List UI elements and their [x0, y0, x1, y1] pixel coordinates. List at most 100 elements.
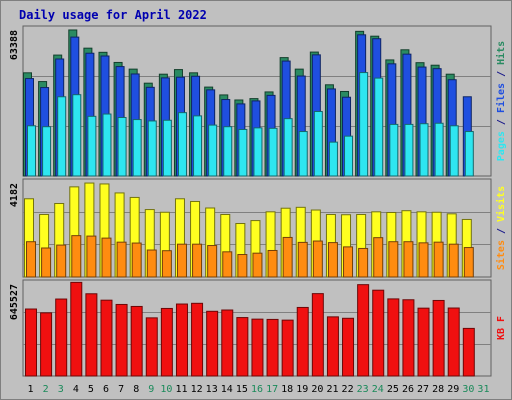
bar-pages [117, 116, 127, 177]
x-tick-label: 4 [73, 384, 79, 395]
bar-sites [86, 235, 97, 278]
bar-kb-f [85, 293, 98, 377]
x-tick-label: 11 [175, 384, 187, 395]
bar-kb-f [191, 302, 204, 377]
bar-kb-f [145, 317, 158, 377]
x-tick-label: 5 [88, 384, 94, 395]
x-tick-label: 24 [372, 384, 384, 395]
y-tick-label: 645527 [9, 284, 20, 320]
y-axis-label: Sites / Visits [495, 186, 507, 270]
bar-pages [253, 127, 263, 177]
bar-sites [101, 237, 112, 278]
bar-pages [102, 113, 112, 177]
bar-sites [237, 254, 248, 278]
bar-pages [374, 77, 384, 177]
bar-sites [56, 244, 67, 278]
x-tick-label: 25 [387, 384, 399, 395]
bar-kb-f [160, 307, 173, 377]
bar-pages [389, 123, 399, 177]
x-tick-label: 15 [236, 384, 248, 395]
x-tick-label: 28 [432, 384, 444, 395]
bar-kb-f [417, 307, 430, 377]
y-tick-label: 4182 [9, 183, 20, 207]
x-tick-label: 9 [148, 384, 154, 395]
bar-sites [312, 240, 323, 278]
x-tick-label: 14 [221, 384, 233, 395]
bar-kb-f [447, 307, 460, 377]
x-tick-label: 22 [342, 384, 354, 395]
bar-pages [419, 123, 429, 177]
y-axis-label: Pages / Files / Hits [495, 41, 507, 161]
bar-kb-f [175, 303, 188, 377]
bar-pages [328, 141, 338, 177]
bar-kb-f [296, 306, 309, 377]
x-tick-label: 19 [296, 384, 308, 395]
bar-pages [57, 96, 67, 177]
bar-kb-f [206, 310, 219, 377]
x-tick-label: 18 [281, 384, 293, 395]
x-tick-label: 1 [28, 384, 34, 395]
bar-sites [131, 242, 142, 278]
bar-pages [177, 112, 187, 177]
x-tick-label: 16 [251, 384, 263, 395]
bar-pages [434, 122, 444, 177]
bar-sites [116, 241, 127, 278]
x-tick-label: 7 [118, 384, 124, 395]
bar-sites [176, 243, 187, 278]
x-tick-label: 17 [266, 384, 278, 395]
bar-pages [404, 123, 414, 177]
bar-sites [448, 243, 459, 278]
x-tick-label: 8 [133, 384, 139, 395]
x-tick-label: 12 [191, 384, 203, 395]
bar-kb-f [311, 293, 324, 377]
bar-kb-f [342, 317, 355, 377]
bar-kb-f [70, 281, 83, 377]
x-tick-label: 29 [447, 384, 459, 395]
bar-kb-f [100, 299, 113, 377]
bar-kb-f [326, 316, 339, 377]
bar-sites [418, 242, 429, 278]
bar-kb-f [357, 284, 370, 377]
bar-pages [42, 126, 52, 177]
x-tick-label: 30 [462, 384, 474, 395]
bar-kb-f [387, 298, 400, 377]
bar-kb-f [25, 308, 37, 377]
bar-sites [26, 241, 36, 278]
bar-kb-f [372, 289, 385, 377]
chart-title: Daily usage for April 2022 [19, 8, 207, 22]
bar-kb-f [40, 312, 53, 377]
bar-sites [282, 236, 293, 278]
bar-sites [192, 243, 203, 278]
x-tick-label: 3 [58, 384, 64, 395]
bar-sites [71, 235, 82, 278]
y-tick-label: 63388 [9, 30, 20, 60]
bar-pages [449, 125, 459, 177]
x-tick-label: 20 [311, 384, 323, 395]
bar-pages [359, 72, 369, 177]
bar-kb-f [221, 309, 234, 377]
x-tick-label: 21 [326, 384, 338, 395]
bar-kb-f [402, 299, 415, 377]
bar-sites [388, 241, 399, 278]
bar-pages [344, 135, 354, 177]
bar-kb-f [236, 317, 249, 377]
bar-pages [193, 115, 203, 177]
bar-sites [252, 252, 263, 278]
bar-kb-f [266, 318, 279, 377]
x-tick-label: 23 [357, 384, 369, 395]
bar-kb-f [432, 299, 445, 377]
bar-pages [27, 125, 36, 177]
bar-pages [208, 124, 218, 177]
bar-pages [87, 115, 97, 177]
bar-pages [268, 127, 278, 177]
bar-pages [313, 111, 323, 177]
bar-sites [463, 247, 474, 278]
bar-sites [161, 250, 172, 278]
bar-pages [223, 126, 233, 177]
bar-sites [267, 249, 278, 278]
bar-pages [147, 120, 157, 177]
x-tick-label: 27 [417, 384, 429, 395]
x-tick-label: 6 [103, 384, 109, 395]
bar-sites [358, 247, 369, 278]
